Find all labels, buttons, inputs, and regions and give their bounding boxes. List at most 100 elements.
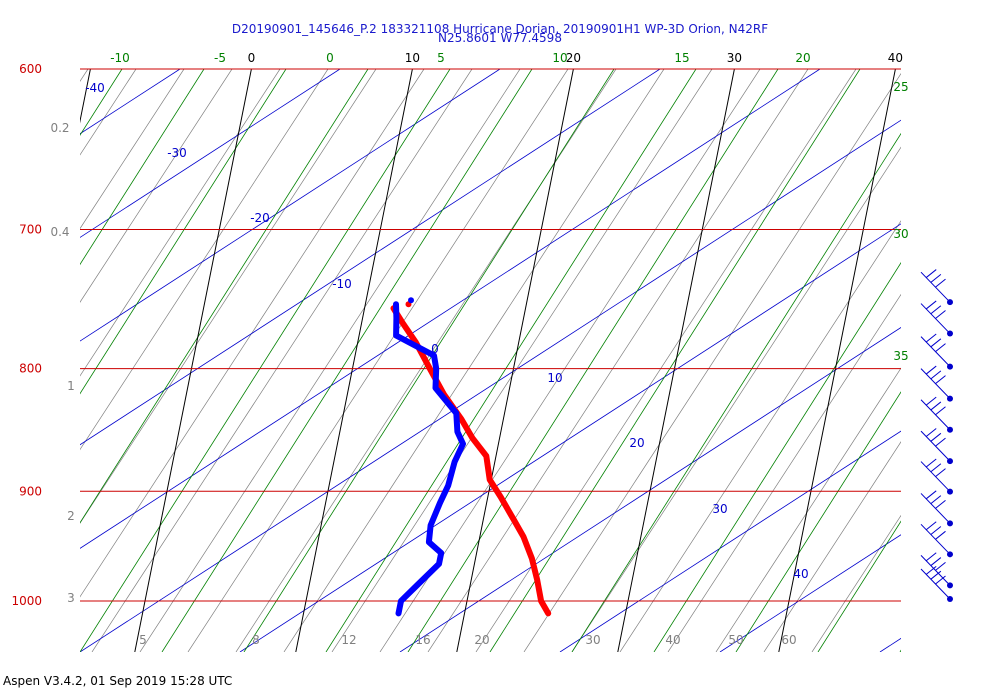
wind-barb-dot xyxy=(947,596,953,602)
dry-adiabat-line xyxy=(80,69,501,342)
isotherm-line xyxy=(295,69,413,652)
temperature-point xyxy=(469,435,475,441)
mixing-ratio-label: 40 xyxy=(665,633,680,647)
isotherm-line xyxy=(940,69,1000,652)
wind-barb xyxy=(920,458,953,495)
mixing-ratio-line xyxy=(91,69,473,652)
dry-adiabat-line xyxy=(239,223,901,652)
moist-adiabat-label: 10 xyxy=(552,51,567,65)
dry-adiabat-line xyxy=(80,69,661,446)
moist-adiabat-label: 35 xyxy=(893,349,908,363)
moist-adiabat-line xyxy=(161,69,533,652)
dewpoint-point xyxy=(445,483,451,488)
dewpoint-point xyxy=(454,429,460,435)
isotherm-label: 30 xyxy=(727,51,742,65)
temperature-point xyxy=(545,610,551,616)
moist-adiabat-line xyxy=(899,649,901,652)
mixing-ratio-label: 50 xyxy=(728,633,743,647)
moist-adiabat-line xyxy=(489,69,861,652)
moist-adiabat-label: 0 xyxy=(326,51,334,65)
dry-adiabat-line xyxy=(80,119,901,652)
wind-barb-dot xyxy=(947,582,953,589)
dewpoint-point xyxy=(436,561,442,567)
moist-adiabat-line xyxy=(571,132,901,652)
mixing-ratio-line xyxy=(0,69,40,652)
mixing-ratio-line xyxy=(283,69,665,652)
dry-adiabat-label: -30 xyxy=(167,146,187,160)
dry-adiabat-line xyxy=(719,534,901,652)
isotherm-label: 40 xyxy=(888,51,903,65)
wind-barbs xyxy=(920,269,953,602)
moist-adiabat-line xyxy=(80,69,451,652)
moist-adiabat-lines xyxy=(80,69,901,652)
wind-barb-dot xyxy=(947,330,953,337)
temperature-point xyxy=(399,319,405,325)
mixing-ratio-line xyxy=(80,69,89,82)
moist-adiabat-line xyxy=(80,69,287,395)
dry-adiabat-line xyxy=(80,69,821,549)
mixing-ratio-line xyxy=(80,69,377,524)
mixing-ratio-label: 12 xyxy=(341,633,356,647)
dewpoint-point xyxy=(398,598,404,604)
temperature-point xyxy=(459,416,464,422)
temperature-point xyxy=(483,453,489,459)
wind-barb xyxy=(920,428,953,465)
wind-barb-dot xyxy=(947,363,953,370)
moist-adiabat-line xyxy=(653,262,901,652)
moist-adiabat-label: -5 xyxy=(214,51,226,65)
footer-text: Aspen V3.4.2, 01 Sep 2019 15:28 UTC xyxy=(3,674,233,688)
isotherm-line xyxy=(456,69,574,652)
dry-adiabat-line xyxy=(559,430,901,652)
moist-adiabat-line xyxy=(80,69,123,136)
mixing-ratio-label: 0.4 xyxy=(50,225,69,239)
wind-barb-dot xyxy=(947,458,953,465)
sounding-profiles xyxy=(390,297,552,617)
moist-adiabat-label: 25 xyxy=(893,80,908,94)
moist-adiabat-label: 15 xyxy=(674,51,689,65)
wind-barb xyxy=(920,521,953,558)
temperature-point xyxy=(520,534,526,540)
moist-adiabat-label: 30 xyxy=(893,227,908,241)
dewpoint-point xyxy=(393,333,399,338)
mixing-ratio-line xyxy=(80,69,425,598)
dry-adiabat-label: 10 xyxy=(547,371,562,385)
mixing-ratio-line xyxy=(139,69,521,652)
pressure-label: 800 xyxy=(19,362,42,376)
dewpoint-point xyxy=(426,539,432,545)
dewpoint-point xyxy=(437,500,443,506)
chart-subtitle: N25.8601 W77.4598 xyxy=(438,31,562,45)
isotherm-label: 20 xyxy=(566,51,581,65)
mixing-ratio-line xyxy=(571,146,901,652)
dry-adiabat-line xyxy=(399,326,901,652)
temperature-point xyxy=(529,556,535,561)
isobar-lines xyxy=(80,68,901,602)
mixing-ratio-line xyxy=(80,69,185,230)
pressure-label: 700 xyxy=(19,223,42,237)
temperature-point xyxy=(511,517,517,523)
mixing-ratio-line xyxy=(475,69,857,652)
mixing-ratio-line xyxy=(187,69,569,652)
mixing-ratio-line xyxy=(763,441,901,652)
mixing-ratio-line xyxy=(715,367,901,652)
dewpoint-point xyxy=(414,582,420,588)
chart-title: D20190901_145646_P.2 183321108 Hurricane… xyxy=(231,22,769,36)
dry-adiabat-label: -10 xyxy=(332,277,352,291)
mixing-ratio-label: 2 xyxy=(67,509,75,523)
dry-adiabat-line xyxy=(0,69,20,652)
mixing-ratio-label: 3 xyxy=(67,591,75,605)
temperature-point xyxy=(487,477,493,483)
mixing-ratio-line xyxy=(811,514,901,652)
wind-barb xyxy=(920,552,953,589)
mixing-ratio-label: 16 xyxy=(415,633,430,647)
dewpoint-point xyxy=(393,301,399,307)
mixing-ratio-line xyxy=(523,72,901,652)
dry-adiabat-label: 30 xyxy=(712,502,727,516)
wind-barb xyxy=(920,269,953,306)
mixing-ratio-label: 20 xyxy=(474,633,489,647)
mixing-ratio-line xyxy=(80,69,329,451)
pressure-label: 900 xyxy=(19,484,42,498)
moist-adiabat-line xyxy=(407,69,779,652)
temperature-point xyxy=(427,366,433,372)
